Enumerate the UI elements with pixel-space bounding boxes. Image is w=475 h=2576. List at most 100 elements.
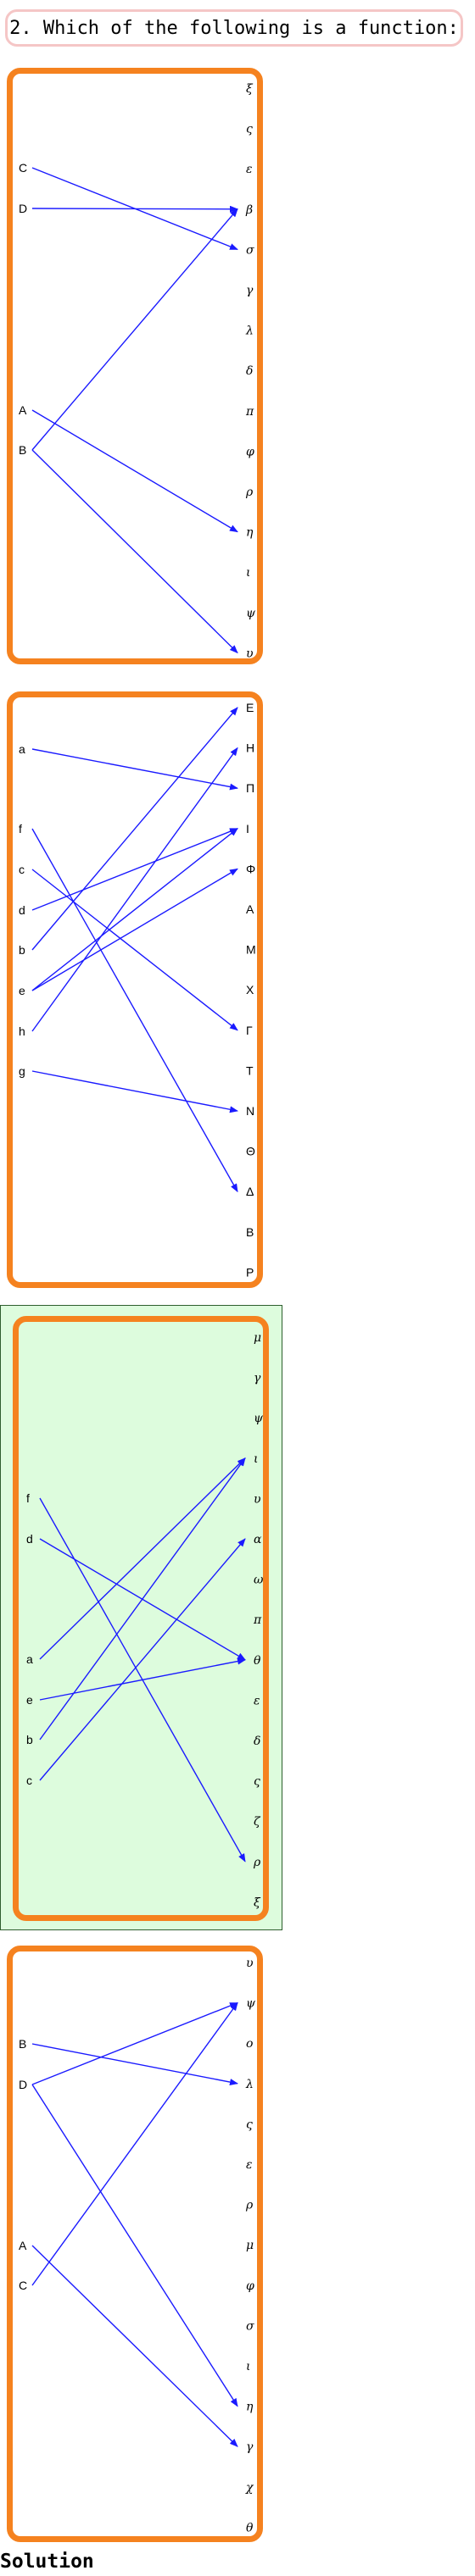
codomain-label: ψ	[246, 1997, 256, 2011]
domain-label: e	[26, 1693, 33, 1707]
mapping-arrow	[31, 2043, 238, 2086]
mapping-panel-border	[7, 691, 263, 1288]
mapping-arrow	[31, 2245, 238, 2447]
codomain-label: ψ	[254, 1412, 264, 1425]
codomain-label: ρ	[245, 2199, 254, 2212]
domain-label: e	[19, 984, 25, 997]
codomain-label: Θ	[246, 1145, 255, 1158]
domain-label: B	[19, 443, 26, 457]
mapping-arrow	[31, 409, 238, 533]
mapping-arrow	[31, 208, 238, 451]
codomain-label: μ	[254, 1331, 261, 1345]
codomain-label: χ	[245, 2481, 254, 2495]
mapping-option[interactable]: a f c d b e h g E H Π I Φ A M X Γ T N Θ Δ B P	[0, 685, 270, 1295]
codomain-label: π	[245, 405, 254, 419]
domain-label: f	[26, 1491, 30, 1505]
mapping-arrow	[31, 2001, 238, 2286]
codomain-label: Φ	[246, 862, 255, 875]
mapping-option-selected[interactable]: f d a e b c μ γ ψ ι υ α ω π θ ε δ ς ζ ρ ξ	[0, 1305, 282, 1930]
codomain-label: Γ	[246, 1024, 253, 1037]
domain-label: h	[19, 1024, 25, 1038]
domain-label: A	[19, 403, 27, 417]
codomain-label: θ	[254, 1654, 261, 1668]
codomain-label: ι	[254, 1452, 259, 1466]
codomain-label: H	[246, 741, 254, 755]
codomain-label: ψ	[246, 607, 256, 620]
mapping-arrow	[39, 1457, 246, 1660]
codomain-label: φ	[246, 2279, 254, 2293]
question-banner: 2. Which of the following is a function:	[5, 9, 463, 47]
domain-label: f	[19, 822, 22, 836]
domain-label: C	[19, 161, 27, 175]
codomain-label: δ	[254, 1735, 260, 1748]
codomain-label: ρ	[253, 1856, 261, 1869]
domain-label: A	[19, 2239, 27, 2252]
question-text: 2. Which of the following is a function:	[9, 17, 459, 39]
codomain-label: β	[245, 203, 253, 217]
mapping-arrow	[39, 1538, 246, 1781]
codomain-label: ξ	[254, 1896, 261, 1909]
codomain-label: η	[246, 2401, 254, 2414]
codomain-label: Π	[246, 781, 254, 795]
domain-label: a	[26, 1652, 33, 1666]
mapping-arrow	[31, 449, 238, 654]
mapping-arrow	[31, 868, 238, 991]
codomain-label: P	[246, 1265, 254, 1279]
domain-label: D	[19, 2078, 27, 2091]
codomain-label: σ	[246, 243, 254, 257]
codomain-label: ε	[246, 163, 253, 176]
codomain-label: φ	[246, 445, 254, 458]
codomain-label: σ	[246, 2319, 254, 2333]
codomain-label: ς	[246, 2118, 253, 2131]
domain-label: d	[19, 903, 25, 917]
domain-label: b	[19, 943, 25, 957]
codomain-label: Δ	[246, 1185, 254, 1198]
mapping-arrow	[31, 747, 238, 1032]
mapping-diagram: C D A Bξ ς ε β σ γ λ δ π φ ρ η ι ψ υ	[19, 82, 256, 660]
mapping-arrow	[39, 1657, 246, 1701]
mapping-panel-border	[7, 1946, 263, 2542]
mapping-arrow	[31, 2084, 238, 2407]
domain-label: c	[26, 1774, 32, 1787]
codomain-label: N	[246, 1104, 254, 1118]
codomain-label: ι	[246, 566, 251, 580]
codomain-label: π	[253, 1613, 262, 1627]
mapping-panel-border	[7, 68, 263, 664]
mapping-arrow	[31, 828, 238, 1193]
solution-label: Solution	[0, 2551, 94, 2573]
codomain-label: α	[254, 1533, 262, 1546]
codomain-label: υ	[246, 1957, 254, 1970]
codomain-label: ι	[246, 2360, 251, 2373]
codomain-label: ο	[246, 2037, 253, 2051]
codomain-label: ς	[246, 123, 253, 136]
codomain-label: M	[246, 943, 256, 957]
codomain-label: ε	[254, 1694, 260, 1707]
mapping-arrow	[31, 2001, 238, 2085]
codomain-label: γ	[246, 2440, 254, 2454]
codomain-label: η	[246, 526, 254, 540]
codomain-label: θ	[246, 2521, 254, 2534]
mapping-arrow	[31, 828, 238, 991]
codomain-label: ε	[246, 2158, 253, 2172]
codomain-label: λ	[245, 2078, 254, 2091]
codomain-label: ς	[254, 1775, 260, 1789]
codomain-label: T	[246, 1063, 254, 1077]
domain-label: C	[19, 2279, 27, 2292]
codomain-label: ξ	[246, 82, 254, 96]
codomain-label: μ	[246, 2239, 254, 2252]
mapping-arrow	[31, 869, 238, 1031]
domain-label: a	[19, 742, 25, 756]
codomain-label: A	[246, 902, 254, 916]
codomain-label: λ	[245, 325, 254, 338]
domain-label: g	[19, 1064, 25, 1078]
domain-label: B	[19, 2037, 26, 2051]
mapping-arrow	[31, 748, 238, 791]
mapping-arrow	[31, 205, 238, 213]
domain-label: b	[26, 1733, 33, 1746]
mapping-arrow	[31, 707, 238, 951]
codomain-label: γ	[246, 284, 254, 297]
mapping-diagram: B D A Cυ ψ ο λ ς ε ρ μ φ σ ι η γ χ θ	[19, 1957, 256, 2534]
codomain-label: δ	[246, 364, 253, 378]
